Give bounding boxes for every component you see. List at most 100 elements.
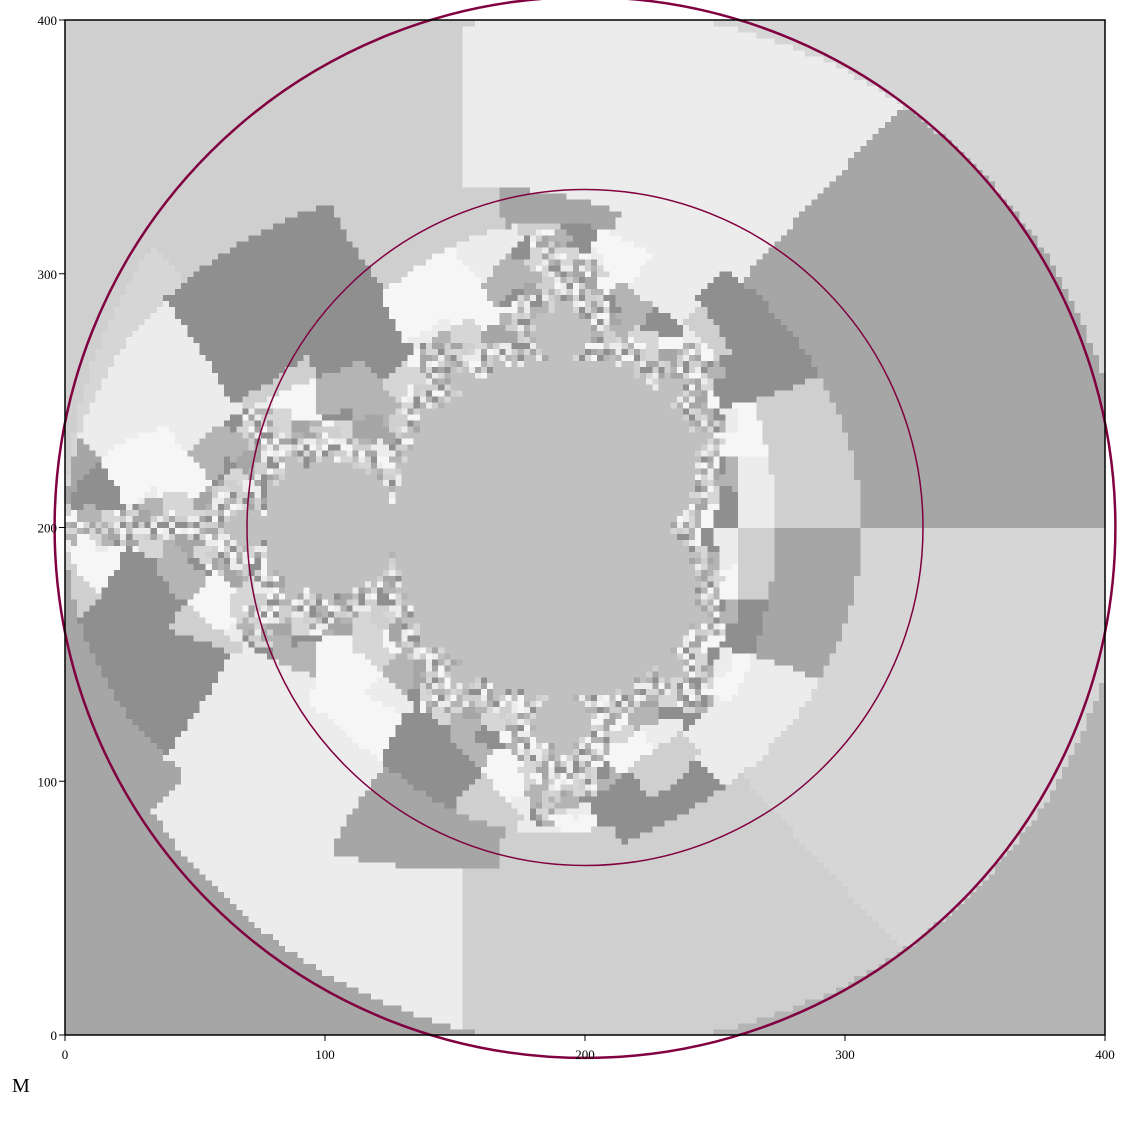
contour-cell [701, 569, 708, 576]
contour-cell [273, 593, 280, 600]
contour-cell [462, 867, 831, 875]
contour-cell [352, 634, 384, 642]
contour-cell [627, 694, 635, 702]
contour-cell [230, 599, 256, 606]
contour-cell [689, 509, 696, 517]
contour-cell [254, 587, 274, 594]
contour-cell [560, 826, 592, 833]
contour-cell [682, 700, 690, 708]
contour-cell [444, 372, 451, 379]
contour-cell [548, 258, 555, 266]
contour-cell [762, 420, 843, 427]
contour-cell [689, 766, 708, 773]
contour-cell [719, 270, 733, 278]
contour-cell [444, 682, 451, 690]
contour-cell [315, 652, 366, 660]
contour-cell [126, 503, 133, 511]
contour-cell [658, 384, 684, 391]
contour-cell [95, 599, 188, 606]
contour-cell [65, 300, 121, 308]
contour-cell [389, 306, 519, 314]
contour-cell [505, 252, 513, 260]
contour-cell [756, 414, 843, 421]
contour-cell [444, 354, 451, 361]
contour-cell [65, 121, 464, 128]
contour-cell [395, 491, 690, 499]
contour-cell [346, 234, 470, 242]
contour-cell [126, 706, 201, 714]
contour-cell [523, 736, 531, 743]
contour-cell [499, 694, 506, 702]
contour-cell [413, 646, 421, 654]
contour-cell [536, 742, 543, 749]
contour-cell [395, 563, 696, 570]
contour-cell [578, 288, 586, 296]
contour-cell [566, 790, 574, 797]
contour-cell [756, 408, 837, 415]
contour-cell [529, 312, 537, 320]
contour-cell [1098, 366, 1106, 373]
contour-cell [554, 772, 562, 779]
contour-cell [676, 646, 684, 654]
contour-cell [407, 336, 433, 343]
contour-cell [676, 814, 782, 821]
contour-cell [113, 539, 121, 546]
contour-cell [682, 324, 690, 331]
contour-cell [65, 521, 72, 528]
contour-cell [578, 796, 708, 803]
contour-cell [689, 664, 696, 672]
contour-cell [383, 700, 415, 708]
contour-cell [609, 312, 617, 320]
contour-cell [89, 646, 225, 654]
contour-cell [444, 652, 451, 660]
contour-cell [340, 217, 506, 224]
contour-cell [493, 682, 635, 690]
contour-cell [505, 718, 513, 726]
contour-cell [309, 455, 317, 463]
contour-cell [65, 539, 72, 546]
contour-cell [682, 682, 690, 690]
contour-cell [511, 246, 531, 254]
contour-cell [750, 784, 1057, 791]
contour-cell [248, 617, 256, 624]
contour-cell [756, 288, 1069, 296]
contour-cell [536, 766, 549, 773]
contour-cell [529, 802, 537, 809]
contour-cell [462, 903, 861, 911]
contour-cell [144, 318, 182, 325]
contour-cell [756, 396, 831, 403]
contour-cell [633, 288, 702, 296]
contour-cell [456, 796, 506, 803]
contour-cell [701, 634, 708, 642]
contour-cell [1062, 282, 1106, 290]
contour-cell [689, 312, 708, 320]
contour-cell [65, 617, 78, 624]
contour-cell [848, 431, 1106, 439]
contour-cell [1092, 342, 1106, 349]
contour-cell [621, 706, 629, 714]
contour-cell [774, 37, 1106, 45]
contour-cell [609, 760, 635, 767]
contour-cell [162, 491, 188, 499]
contour-cell [536, 760, 543, 767]
contour-cell [725, 605, 739, 612]
contour-cell [585, 312, 592, 320]
contour-cell [205, 354, 305, 361]
contour-cell [254, 617, 262, 624]
contour-cell [511, 694, 519, 702]
y-tick-label: 100 [38, 774, 58, 789]
contour-cell [401, 479, 696, 487]
contour-cell [315, 646, 354, 654]
contour-cell [383, 300, 494, 308]
contour-cell [419, 360, 427, 367]
contour-cell [474, 736, 500, 743]
contour-cell [315, 455, 323, 463]
contour-cell [401, 402, 415, 409]
contour-cell [101, 521, 109, 528]
contour-cell [383, 611, 396, 618]
contour-cell [585, 736, 592, 743]
contour-cell [340, 605, 347, 612]
contour-cell [401, 575, 696, 582]
contour-cell [731, 485, 739, 493]
contour-cell [340, 617, 354, 624]
